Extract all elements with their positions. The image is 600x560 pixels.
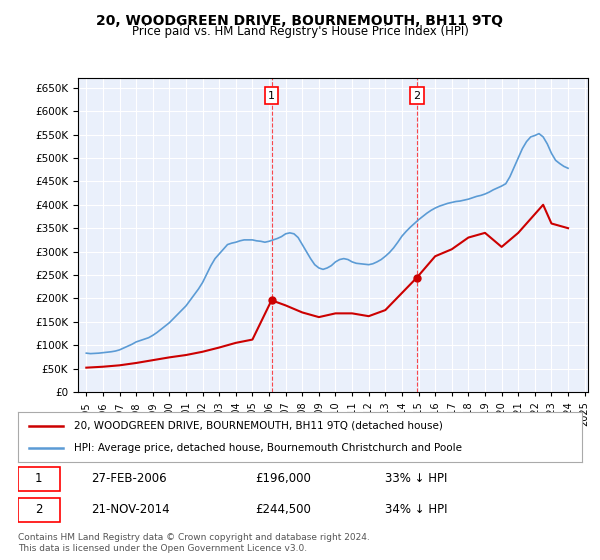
FancyBboxPatch shape — [18, 466, 60, 491]
Text: 20, WOODGREEN DRIVE, BOURNEMOUTH, BH11 9TQ (detached house): 20, WOODGREEN DRIVE, BOURNEMOUTH, BH11 9… — [74, 421, 443, 431]
Text: Price paid vs. HM Land Registry's House Price Index (HPI): Price paid vs. HM Land Registry's House … — [131, 25, 469, 38]
Text: 2: 2 — [35, 503, 43, 516]
Text: £244,500: £244,500 — [255, 503, 311, 516]
Text: HPI: Average price, detached house, Bournemouth Christchurch and Poole: HPI: Average price, detached house, Bour… — [74, 443, 463, 453]
Text: 21-NOV-2014: 21-NOV-2014 — [91, 503, 170, 516]
Text: 33% ↓ HPI: 33% ↓ HPI — [385, 473, 447, 486]
Text: 20, WOODGREEN DRIVE, BOURNEMOUTH, BH11 9TQ: 20, WOODGREEN DRIVE, BOURNEMOUTH, BH11 9… — [97, 14, 503, 28]
Text: 1: 1 — [268, 91, 275, 101]
Text: £196,000: £196,000 — [255, 473, 311, 486]
FancyBboxPatch shape — [18, 498, 60, 522]
Text: 1: 1 — [35, 473, 43, 486]
Text: 27-FEB-2006: 27-FEB-2006 — [91, 473, 167, 486]
Text: 2: 2 — [413, 91, 421, 101]
Text: 34% ↓ HPI: 34% ↓ HPI — [385, 503, 447, 516]
Text: Contains HM Land Registry data © Crown copyright and database right 2024.
This d: Contains HM Land Registry data © Crown c… — [18, 533, 370, 553]
